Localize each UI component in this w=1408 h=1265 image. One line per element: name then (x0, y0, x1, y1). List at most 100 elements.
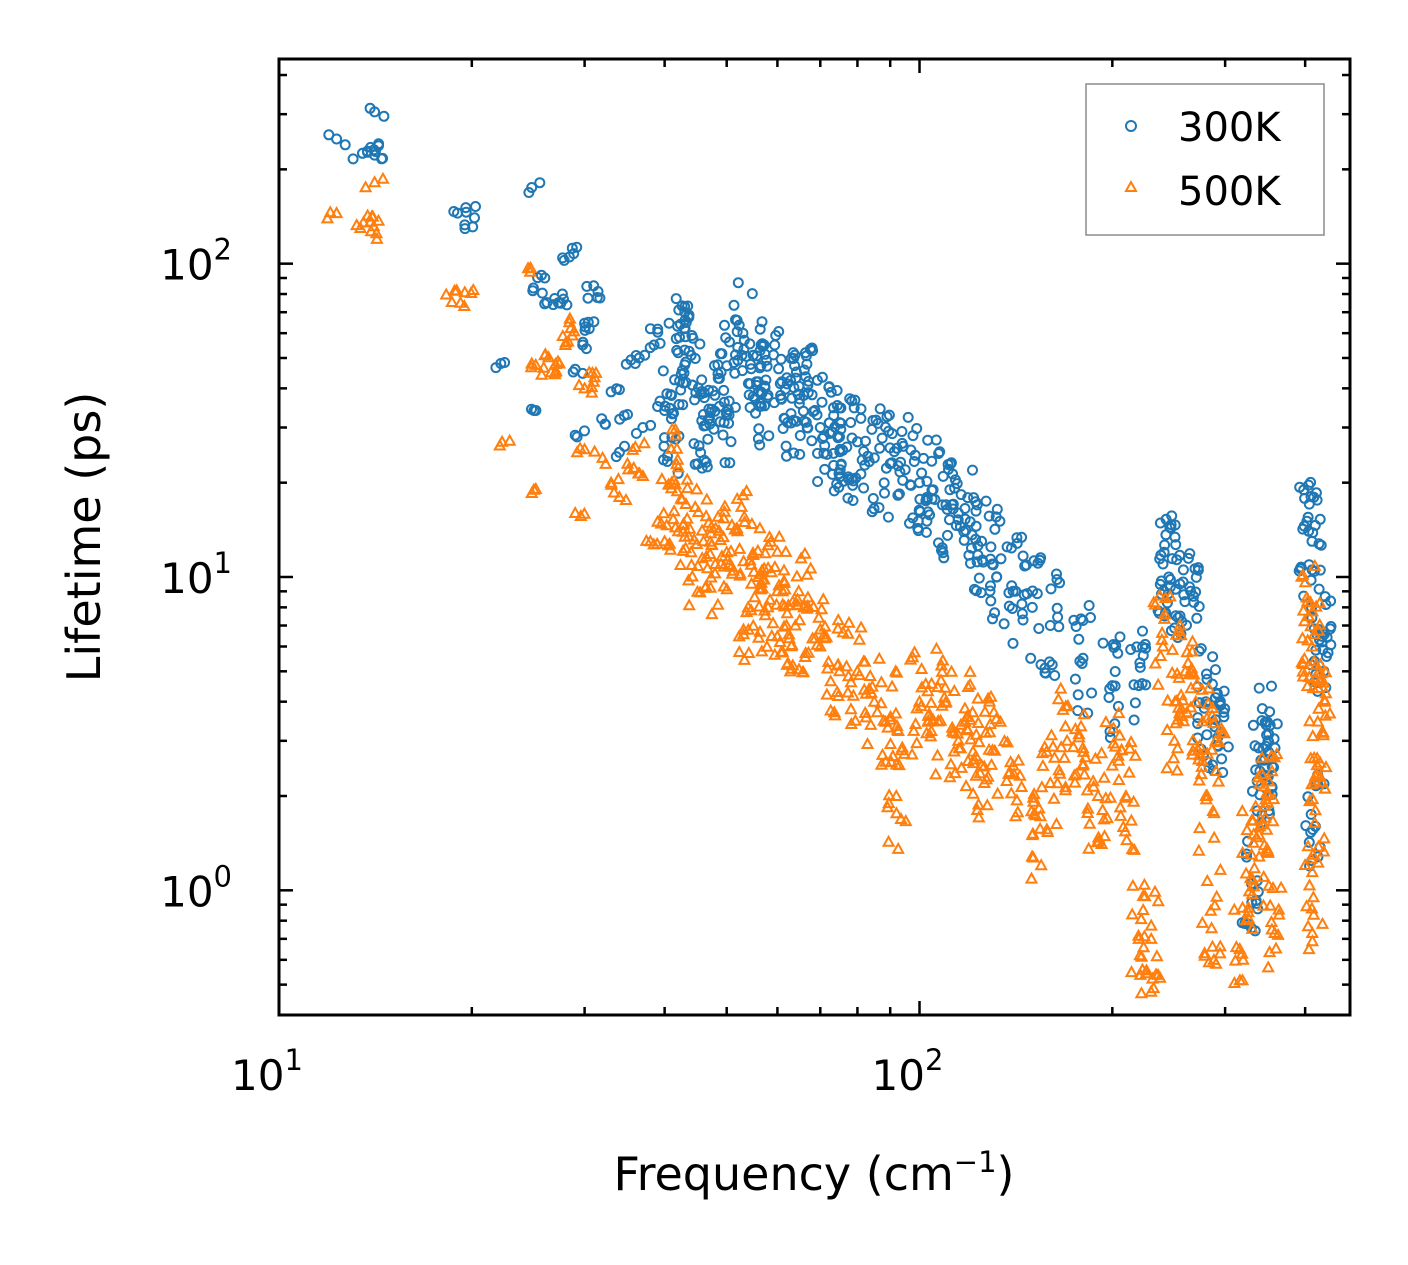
data-point-500K (1209, 733, 1223, 746)
data-point-300K-cloud (888, 446, 900, 458)
data-point-500K-cloud (1241, 911, 1256, 924)
data-point-500K (1119, 788, 1133, 801)
data-point-300K-cloud (725, 436, 737, 448)
data-point-300K-cloud (806, 435, 818, 447)
data-point-500K-cloud (1094, 746, 1109, 759)
data-point-300K-cloud (1140, 679, 1152, 691)
data-point-300K-cloud (1032, 557, 1044, 569)
data-point-300K-cloud (949, 474, 961, 486)
data-point-500K-cloud (655, 472, 669, 485)
data-point-500K (628, 439, 642, 452)
data-point-500K-cloud (717, 579, 731, 592)
data-point-500K-cloud (1195, 753, 1210, 766)
data-point-500K-cloud (1125, 842, 1139, 855)
data-point-300K-cloud (1159, 539, 1171, 551)
data-point-500K-cloud (722, 557, 736, 570)
data-point-500K-cloud (960, 721, 974, 734)
data-point-500K-cloud (800, 567, 814, 580)
data-point-500K-cloud (751, 630, 766, 643)
data-point-500K-cloud (1072, 727, 1086, 740)
data-point-500K-cloud (681, 573, 696, 586)
data-point-500K-cloud (981, 691, 995, 704)
legend-marker-300K (1125, 120, 1137, 132)
data-point-500K-cloud (784, 639, 799, 652)
data-point-300K-cloud (1210, 664, 1221, 676)
data-point-300K-cloud (902, 411, 914, 423)
data-point-500K (538, 348, 552, 361)
data-point-500K-cloud (1086, 779, 1101, 792)
data-point-300K-cloud (1001, 541, 1013, 553)
data-point-500K-cloud (757, 603, 772, 616)
data-point-300K (899, 464, 911, 476)
data-point-500K-cloud (1134, 986, 1149, 999)
data-point-500K-cloud (1166, 751, 1181, 764)
data-point-500K-cloud (1097, 829, 1112, 842)
data-point-500K-cloud (1192, 773, 1206, 786)
data-point-500K-cloud (914, 661, 929, 674)
data-point-500K-cloud (930, 748, 945, 761)
data-point-500K-cloud (1305, 865, 1319, 878)
data-point-500K-cloud (1262, 878, 1276, 891)
data-point-500K-cloud (954, 717, 968, 730)
data-point-500K-cloud (679, 496, 693, 509)
data-point-500K-cloud (1068, 775, 1082, 788)
data-point-300K-cloud (469, 212, 480, 224)
data-point-500K-cloud (1315, 916, 1330, 929)
data-point-300K-cloud (881, 411, 893, 423)
data-point-500K-cloud (1161, 693, 1175, 706)
data-point-300K-cloud (696, 462, 708, 474)
data-point-300K-cloud (844, 393, 856, 405)
data-point-500K-cloud (972, 735, 986, 748)
data-point-300K-cloud (1006, 603, 1018, 614)
data-point-500K (867, 694, 881, 707)
data-point-300K-cloud (680, 317, 692, 328)
data-point-500K-cloud (703, 534, 717, 547)
data-point-500K-cloud (754, 567, 768, 580)
data-point-500K (453, 295, 468, 308)
data-point-300K-cloud (911, 423, 923, 434)
data-point-300K-cloud (760, 354, 772, 366)
data-point-500K-cloud (790, 569, 804, 582)
data-point-300K (685, 349, 697, 361)
data-point-500K-cloud (725, 518, 739, 531)
data-point-500K-cloud (963, 664, 977, 677)
data-point-300K-cloud (943, 463, 954, 475)
data-point-300K-cloud (916, 467, 928, 479)
data-point-500K-cloud (732, 541, 747, 554)
data-point-500K-cloud (1082, 841, 1096, 854)
data-point-500K-cloud (1300, 590, 1314, 603)
data-point-300K-cloud (568, 248, 580, 260)
data-point-500K-cloud (1181, 655, 1195, 668)
data-point-300K-cloud (707, 385, 719, 397)
data-point-500K-cloud (1265, 764, 1279, 777)
data-point-300K (528, 405, 540, 416)
data-point-500K-cloud (1108, 739, 1123, 752)
data-point-300K-cloud (937, 470, 949, 482)
data-point-500K-cloud (1248, 799, 1263, 812)
data-point-500K-cloud (1151, 967, 1165, 980)
data-point-500K-cloud (905, 747, 919, 760)
data-point-500K-cloud (730, 491, 744, 504)
data-point-300K-cloud (1070, 621, 1082, 632)
data-point-500K-cloud (1217, 726, 1231, 739)
data-point-500K-cloud (1200, 711, 1214, 724)
data-point-300K-cloud (892, 489, 904, 501)
data-point-500K-cloud (1205, 708, 1219, 721)
data-point-500K (883, 712, 897, 725)
data-point-500K-cloud (1229, 940, 1244, 953)
data-point-300K (373, 140, 384, 152)
data-point-500K-cloud (1296, 603, 1311, 616)
data-point-500K-cloud (889, 806, 904, 819)
data-point-500K-cloud (1047, 791, 1061, 804)
data-point-300K (1174, 578, 1186, 590)
data-point-300K-cloud (760, 374, 772, 386)
data-point-500K-cloud (954, 760, 969, 773)
data-point-300K-cloud (1218, 685, 1230, 697)
data-point-300K (622, 409, 633, 420)
data-point-500K-cloud (981, 769, 995, 782)
data-point-300K-cloud (1260, 719, 1272, 731)
data-point-300K-cloud (1169, 531, 1181, 543)
data-point-300K-cloud (1025, 652, 1037, 664)
data-point-500K (1144, 931, 1158, 944)
